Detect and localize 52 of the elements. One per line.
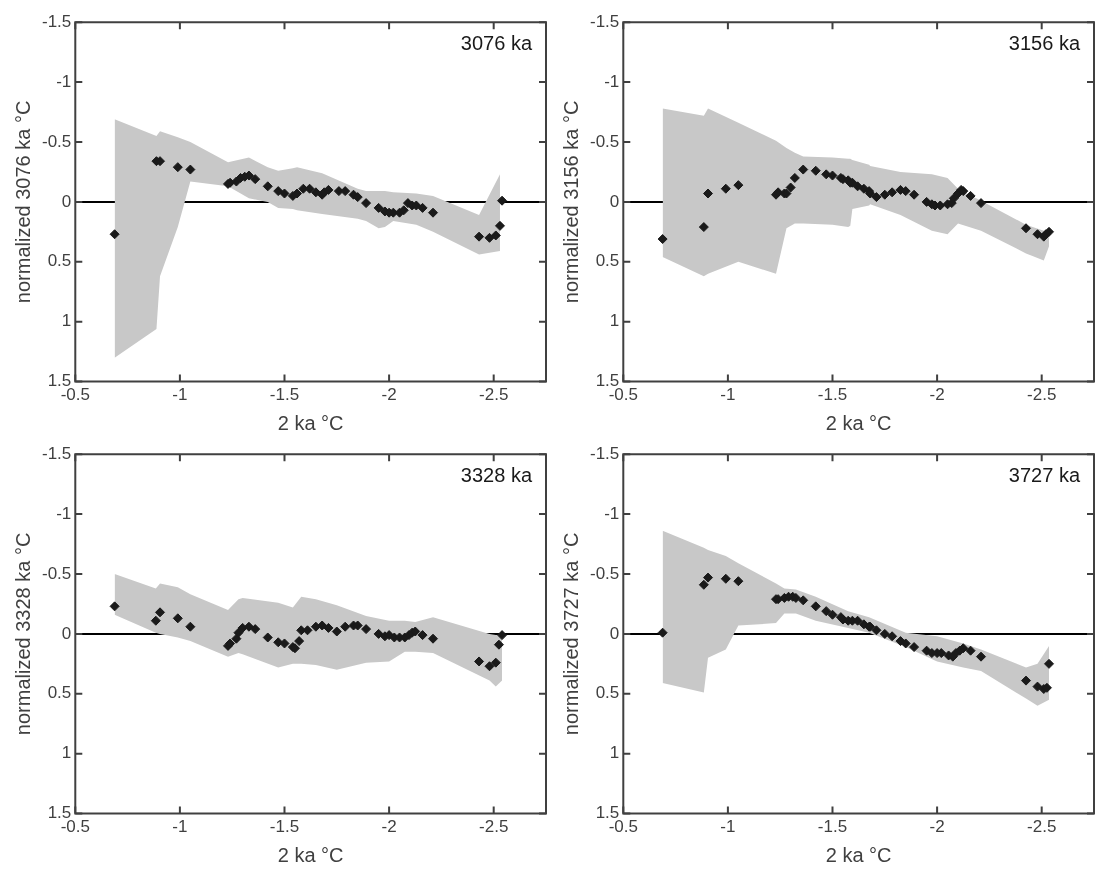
y-tick-label: 1 <box>609 311 620 331</box>
y-tick-label: -1.5 <box>42 443 72 463</box>
x-tick-label: -1.5 <box>817 817 848 837</box>
x-axis-title: 2 ka °C <box>277 411 344 434</box>
x-tick-label: -1.5 <box>817 385 848 405</box>
y-tick-label: -1 <box>604 503 620 523</box>
y-axis-title: normalized 3727 ka °C <box>559 532 582 736</box>
y-tick-label: 0.5 <box>47 683 72 703</box>
y-tick-label: 0 <box>609 191 620 211</box>
y-axis-title: normalized 3328 ka °C <box>11 532 34 736</box>
x-tick-label: -2.5 <box>479 817 509 837</box>
x-tick-label: -1 <box>720 385 736 405</box>
x-tick-label: -2 <box>929 385 945 405</box>
x-tick-label: -2.5 <box>1027 817 1057 837</box>
y-tick-label: -1.5 <box>42 11 72 31</box>
x-tick-label: -2 <box>381 817 397 837</box>
y-tick-label: 0 <box>609 623 620 643</box>
x-tick-label: -1 <box>720 817 736 837</box>
annotation: 3328 ka <box>460 463 533 486</box>
x-tick-label: -2.5 <box>479 385 509 405</box>
y-tick-label: -1 <box>56 71 72 91</box>
y-tick-label: -1 <box>56 503 72 523</box>
y-tick-label: -0.5 <box>590 131 620 151</box>
y-axis-title: normalized 3156 ka °C <box>559 100 582 304</box>
y-tick-label: -1.5 <box>590 443 620 463</box>
y-tick-label: 0.5 <box>47 251 72 271</box>
annotation: 3727 ka <box>1008 463 1081 486</box>
y-tick-label: 0 <box>61 623 72 643</box>
x-tick-label: -2 <box>381 385 397 405</box>
x-tick-label: -2 <box>929 817 945 837</box>
y-tick-label: -0.5 <box>42 563 72 583</box>
x-tick-label: -1 <box>172 385 188 405</box>
y-tick-label: -0.5 <box>42 131 72 151</box>
x-tick-label: -2.5 <box>1027 385 1057 405</box>
y-tick-label: 1 <box>61 743 72 763</box>
annotation: 3076 ka <box>460 31 533 54</box>
y-tick-label: -0.5 <box>590 563 620 583</box>
x-tick-label: -1.5 <box>269 385 300 405</box>
y-tick-label: 1 <box>609 743 620 763</box>
x-axis-title: 2 ka °C <box>825 843 892 866</box>
y-tick-label: -1.5 <box>590 11 620 31</box>
x-axis-title: 2 ka °C <box>277 843 344 866</box>
y-tick-label: 0 <box>61 191 72 211</box>
y-tick-label: 0.5 <box>595 251 620 271</box>
x-tick-label: -1 <box>172 817 188 837</box>
x-tick-label: -1.5 <box>269 817 300 837</box>
y-tick-label: -1 <box>604 71 620 91</box>
y-tick-label: 0.5 <box>595 683 620 703</box>
annotation: 3156 ka <box>1008 31 1081 54</box>
y-tick-label: 1 <box>61 311 72 331</box>
y-axis-title: normalized 3076 ka °C <box>11 100 34 304</box>
x-axis-title: 2 ka °C <box>825 411 892 434</box>
